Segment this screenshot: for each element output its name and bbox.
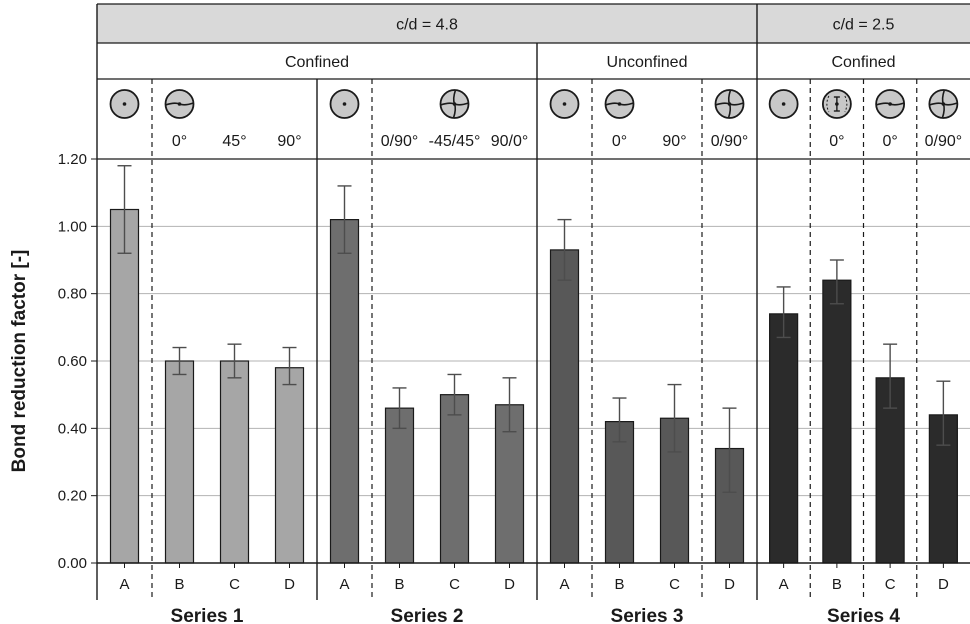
angle-label: 0° [172, 133, 187, 150]
series-label: Series 2 [391, 606, 464, 624]
icon-crack-h [605, 102, 634, 106]
angle-label: 0/90° [925, 133, 963, 150]
angle-label: 45° [222, 133, 246, 150]
angle-label: 0° [612, 133, 627, 150]
icon-arc [826, 95, 830, 113]
category-label: D [938, 576, 949, 593]
icon-centre-dot [122, 102, 127, 106]
angle-label: 90° [277, 133, 301, 150]
icon-crack-h [165, 102, 194, 106]
specimen-icon [768, 89, 799, 119]
y-tick-label: 0.60 [58, 353, 87, 370]
bar [384, 407, 415, 564]
y-tick-label: 0.80 [58, 286, 87, 303]
series-label: Series 4 [827, 606, 900, 624]
specimen-icon [109, 89, 140, 119]
category-label: C [449, 576, 460, 593]
separator-lines [96, 3, 970, 600]
y-tick-label: 0.00 [58, 555, 87, 572]
labels: 0.00 0.20 0.40 0.60 0.80 1.00 1.20 A B 0° C 45° D 90°… [9, 17, 962, 624]
angle-label: -45/45° [429, 133, 481, 150]
y-axis-label: Bond reduction factor [-] [9, 250, 30, 473]
category-label: A [559, 576, 569, 593]
specimen-icon [714, 89, 745, 119]
bar [329, 219, 360, 564]
y-tick-label: 1.00 [58, 218, 87, 235]
bar [164, 360, 195, 564]
angle-label: 90° [662, 133, 686, 150]
specimen-icon [875, 89, 906, 119]
header-cd-label: c/d = 4.8 [396, 17, 458, 34]
angle-label: 90/0° [491, 133, 529, 150]
header-confinement-label: Confined [831, 54, 895, 71]
series-label: Series 1 [171, 606, 244, 624]
icon-centre-dot [562, 102, 567, 106]
specimen-icon [821, 89, 852, 119]
header-background [97, 4, 970, 43]
angle-label: 0/90° [711, 133, 749, 150]
category-label: C [885, 576, 896, 593]
category-label: A [119, 576, 129, 593]
category-label: C [229, 576, 240, 593]
header-confinement-label: Unconfined [607, 54, 688, 71]
category-label: B [832, 576, 842, 593]
header-cd-label: c/d = 2.5 [833, 17, 895, 34]
specimen-icon [549, 89, 580, 119]
category-label: D [504, 576, 515, 593]
icon-crack-h [875, 102, 905, 106]
icon-centre-dot [781, 102, 786, 106]
bar [769, 313, 799, 564]
category-label: A [339, 576, 349, 593]
y-tick-label: 0.20 [58, 488, 87, 505]
bar [109, 208, 140, 564]
specimen-icon [164, 89, 195, 119]
category-label: B [394, 576, 404, 593]
category-label: B [614, 576, 624, 593]
bar [604, 421, 635, 564]
specimen-icon [928, 89, 959, 119]
angle-label: 0° [829, 133, 844, 150]
icon-crack-v [941, 89, 946, 119]
angle-label: 0/90° [381, 133, 419, 150]
category-label: B [174, 576, 184, 593]
category-label: A [779, 576, 789, 593]
header-row1-bg [97, 4, 970, 43]
specimen-icon [604, 89, 635, 119]
bar [274, 367, 305, 564]
icon-centre-dot [342, 102, 347, 106]
bar [439, 394, 470, 564]
error-bars [117, 165, 951, 493]
category-label: C [669, 576, 680, 593]
angle-label: 0° [882, 133, 897, 150]
specimen-icon [439, 89, 470, 119]
series-label: Series 3 [611, 606, 684, 624]
y-tick-label: 1.20 [58, 151, 87, 168]
bar [549, 249, 580, 564]
bar [822, 279, 852, 564]
icon-crack-v [452, 89, 457, 119]
bar [219, 360, 250, 564]
specimen-icons [109, 89, 959, 119]
y-tick-label: 0.40 [58, 420, 87, 437]
specimen-icon [329, 89, 360, 119]
category-label: D [284, 576, 295, 593]
header-confinement-label: Confined [285, 54, 349, 71]
bars [109, 208, 958, 564]
category-label: D [724, 576, 735, 593]
icon-arc [844, 95, 848, 113]
icon-crack-v [727, 89, 732, 119]
